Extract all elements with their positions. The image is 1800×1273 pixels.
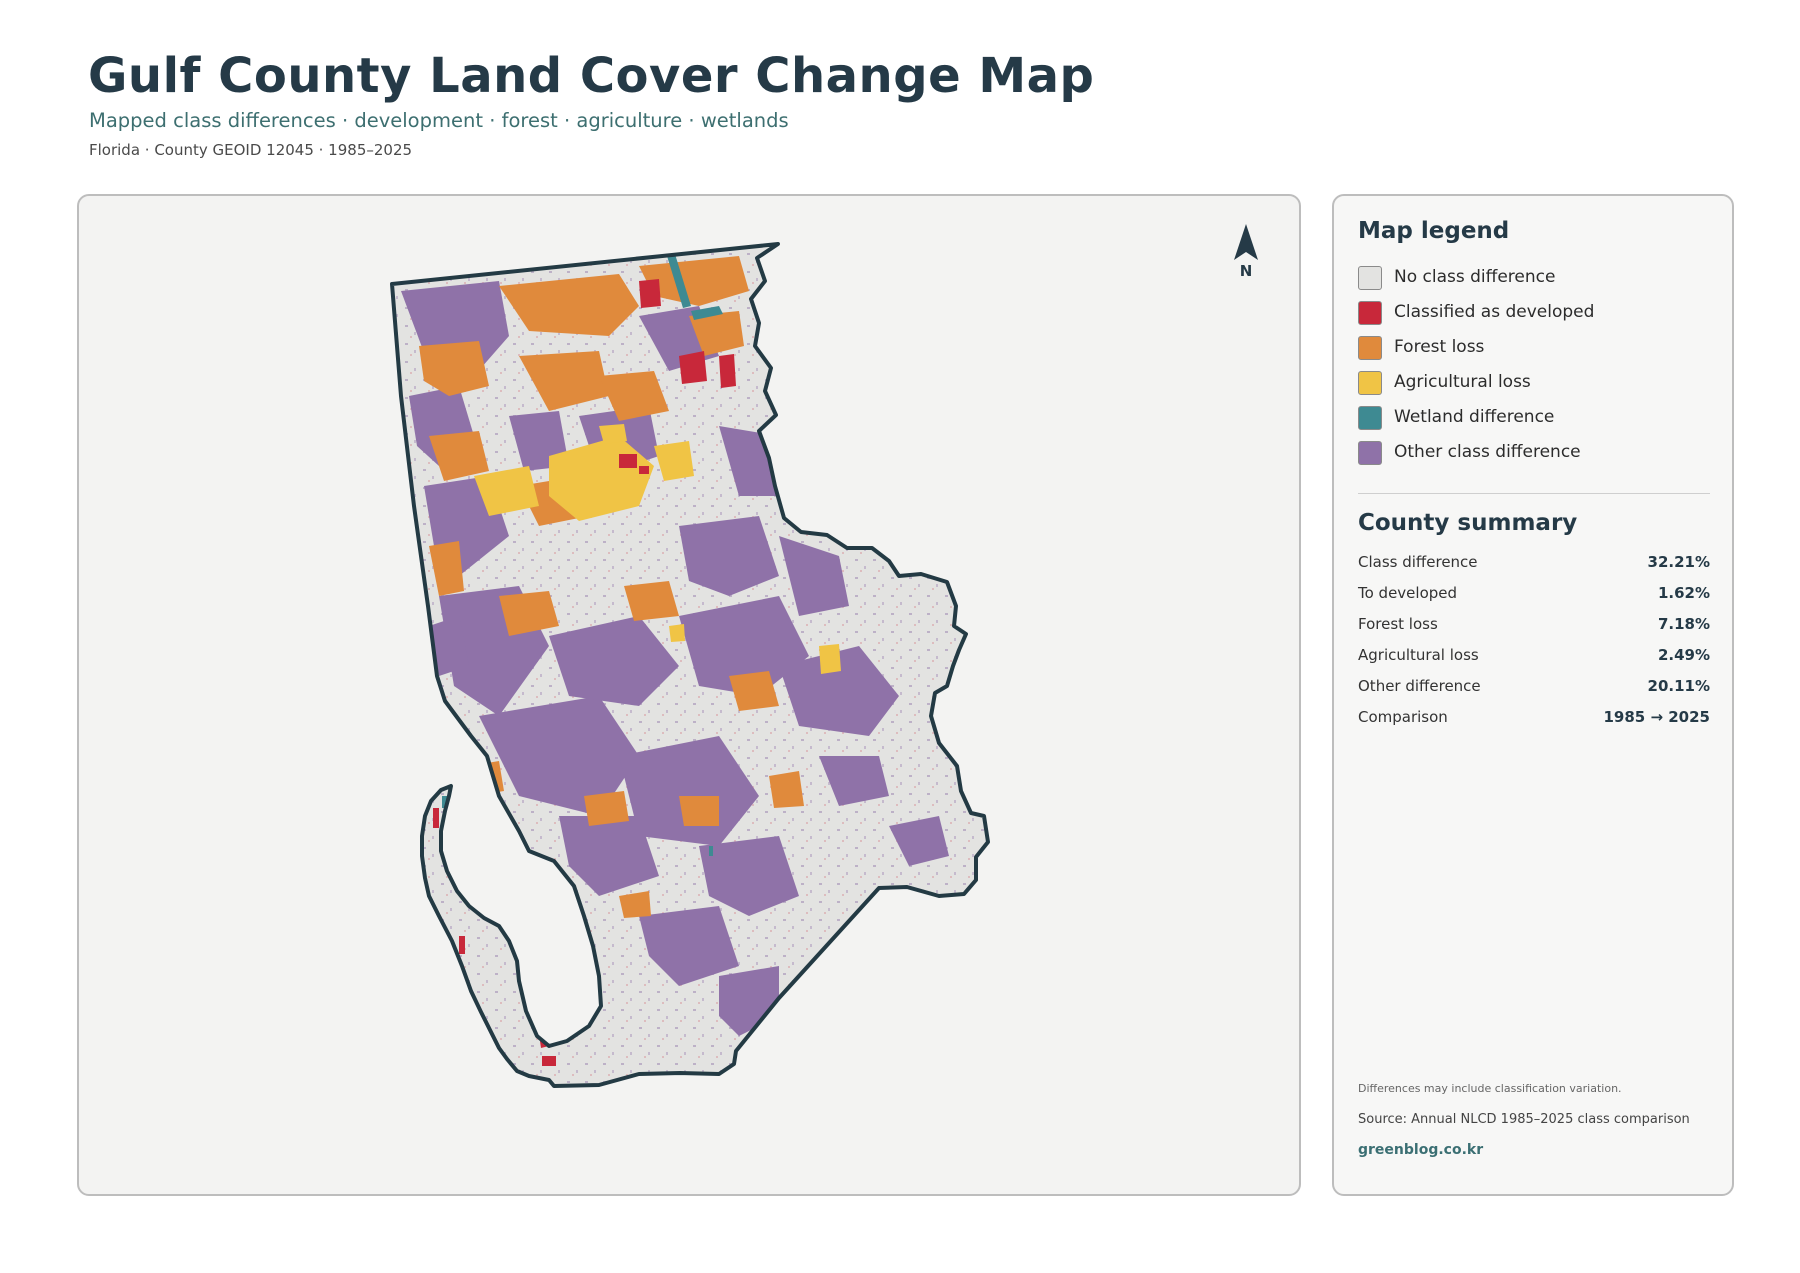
page-subtitle: Mapped class differences · development ·… bbox=[89, 109, 789, 132]
stat-label: Comparison bbox=[1358, 708, 1448, 726]
panel-divider bbox=[1358, 493, 1710, 494]
summary-title: County summary bbox=[1358, 510, 1578, 536]
stat-value: 1.62% bbox=[1657, 584, 1710, 602]
source-credit: Source: Annual NLCD 1985–2025 class comp… bbox=[1358, 1112, 1690, 1127]
legend-swatch bbox=[1358, 336, 1382, 360]
legend-label: Agricultural loss bbox=[1394, 372, 1531, 392]
legend-label: Wetland difference bbox=[1394, 407, 1555, 427]
north-label: N bbox=[1239, 262, 1253, 280]
stat-value: 20.11% bbox=[1647, 677, 1710, 695]
page-title: Gulf County Land Cover Change Map bbox=[88, 48, 1095, 104]
land-cover-raster bbox=[392, 244, 988, 1086]
legend-label: Classified as developed bbox=[1394, 302, 1595, 322]
legend-label: Forest loss bbox=[1394, 337, 1485, 357]
side-panel: Map legend No class difference Classifie… bbox=[1332, 194, 1734, 1196]
legend-item-forest-loss: Forest loss bbox=[1358, 336, 1718, 362]
stat-row-other-difference: Other difference 20.11% bbox=[1358, 677, 1710, 699]
stat-row-class-difference: Class difference 32.21% bbox=[1358, 553, 1710, 575]
legend-swatch bbox=[1358, 301, 1382, 325]
site-link[interactable]: greenblog.co.kr bbox=[1358, 1142, 1484, 1158]
legend-swatch bbox=[1358, 266, 1382, 290]
footnote: Differences may include classification v… bbox=[1358, 1082, 1622, 1095]
county-outline bbox=[390, 242, 990, 1088]
map-panel[interactable]: N bbox=[77, 194, 1301, 1196]
legend-item-other: Other class difference bbox=[1358, 441, 1718, 467]
legend-swatch bbox=[1358, 441, 1382, 465]
stat-label: Class difference bbox=[1358, 553, 1478, 571]
stat-value: 7.18% bbox=[1657, 615, 1710, 633]
county-map[interactable] bbox=[79, 196, 1301, 1196]
stat-label: Other difference bbox=[1358, 677, 1481, 695]
legend-item-no-difference: No class difference bbox=[1358, 266, 1718, 292]
legend-swatch bbox=[1358, 371, 1382, 395]
page-meta: Florida · County GEOID 12045 · 1985–2025 bbox=[89, 141, 413, 159]
legend-title: Map legend bbox=[1358, 218, 1510, 244]
stat-row-agricultural-loss: Agricultural loss 2.49% bbox=[1358, 646, 1710, 668]
stat-value: 1985 → 2025 bbox=[1603, 708, 1710, 726]
stat-value: 2.49% bbox=[1657, 646, 1710, 664]
stat-row-comparison: Comparison 1985 → 2025 bbox=[1358, 708, 1710, 730]
stat-row-to-developed: To developed 1.62% bbox=[1358, 584, 1710, 606]
north-arrow: N bbox=[1231, 224, 1261, 280]
legend-label: No class difference bbox=[1394, 267, 1556, 287]
north-arrow-icon bbox=[1234, 224, 1258, 260]
stat-label: Agricultural loss bbox=[1358, 646, 1479, 664]
legend-swatch bbox=[1358, 406, 1382, 430]
stat-label: To developed bbox=[1358, 584, 1458, 602]
legend-item-developed: Classified as developed bbox=[1358, 301, 1718, 327]
legend-item-agricultural-loss: Agricultural loss bbox=[1358, 371, 1718, 397]
legend-item-wetland: Wetland difference bbox=[1358, 406, 1718, 432]
legend-label: Other class difference bbox=[1394, 442, 1581, 462]
stat-row-forest-loss: Forest loss 7.18% bbox=[1358, 615, 1710, 637]
stat-label: Forest loss bbox=[1358, 615, 1438, 633]
stat-value: 32.21% bbox=[1647, 553, 1710, 571]
